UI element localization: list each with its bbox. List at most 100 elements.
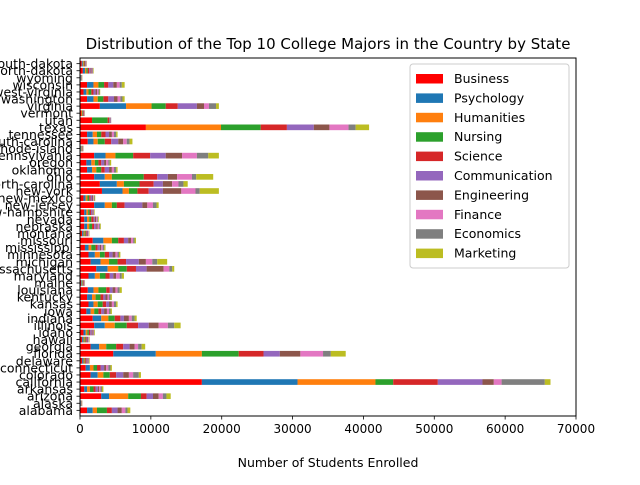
bar-economics-colorado xyxy=(133,372,139,378)
bar-economics-california xyxy=(502,379,545,385)
bar-nursing-texas xyxy=(221,125,261,131)
bar-marketing-pennsylvania xyxy=(208,153,219,159)
bar-science-hawaii xyxy=(86,337,87,343)
bar-humanities-missouri xyxy=(103,238,112,244)
bar-finance-texas xyxy=(329,125,348,131)
bar-communication-maryland xyxy=(110,273,114,279)
bar-finance-massachusetts xyxy=(164,266,170,272)
bar-humanities-iowa xyxy=(91,308,95,314)
bar-business-new-mexico xyxy=(80,195,84,201)
bar-psychology-montana xyxy=(82,231,83,237)
bar-humanities-oregon xyxy=(91,160,95,166)
bar-psychology-new-hampshire xyxy=(84,209,86,215)
bar-nursing-florida xyxy=(202,351,239,357)
bar-business-minnesota xyxy=(80,252,89,258)
legend-swatch-psychology xyxy=(416,93,443,103)
bar-communication-iowa xyxy=(101,308,104,314)
bar-engineering-arizona xyxy=(153,393,159,399)
bar-finance-north-carolina xyxy=(172,181,178,187)
bar-nursing-kentucky xyxy=(96,294,101,300)
bar-humanities-massachusetts xyxy=(108,266,119,272)
bar-nursing-arkansas xyxy=(90,386,94,392)
bar-business-indiana xyxy=(80,316,93,322)
bar-business-new-jersey xyxy=(80,202,94,208)
bar-science-north-dakota xyxy=(88,68,89,74)
bar-nursing-oregon xyxy=(95,160,99,166)
bar-economics-utah xyxy=(110,117,111,123)
bar-nursing-new-mexico xyxy=(87,195,89,201)
bar-communication-hawaii xyxy=(87,337,88,343)
bar-marketing-arizona xyxy=(166,393,170,399)
bar-humanities-vermont xyxy=(81,110,82,116)
bar-science-new-york xyxy=(137,188,148,194)
bar-psychology-delaware xyxy=(82,358,83,364)
bar-marketing-south-carolina xyxy=(130,139,133,145)
bar-economics-delaware xyxy=(89,358,90,364)
bar-marketing-new-mexico xyxy=(95,195,96,201)
bar-science-indiana xyxy=(115,316,121,322)
bar-science-nevada xyxy=(91,216,93,222)
legend-label-humanities: Humanities xyxy=(454,110,525,125)
bar-psychology-louisiana xyxy=(88,287,94,293)
bar-business-wisconsin xyxy=(80,82,87,88)
bar-marketing-connecticut xyxy=(110,365,111,371)
bar-psychology-california xyxy=(202,379,298,385)
bar-engineering-maryland xyxy=(113,273,116,279)
bar-nursing-iowa xyxy=(94,308,98,314)
legend-swatch-science xyxy=(416,152,443,162)
bar-science-utah xyxy=(108,117,109,123)
bar-psychology-colorado xyxy=(91,372,98,378)
x-tick-label: 10000 xyxy=(132,422,170,436)
bar-humanities-colorado xyxy=(98,372,104,378)
bar-finance-new-mexico xyxy=(93,195,94,201)
bar-economics-arkansas xyxy=(101,386,102,392)
bar-science-illinois xyxy=(127,323,138,329)
bar-humanities-pennsylvania xyxy=(106,153,116,159)
bar-communication-michigan xyxy=(126,259,139,265)
bar-finance-hawaii xyxy=(88,337,89,343)
bar-communication-virginia xyxy=(178,103,197,109)
bar-psychology-massachusetts xyxy=(96,266,107,272)
bar-nursing-connecticut xyxy=(93,365,97,371)
bar-economics-kentucky xyxy=(109,294,110,300)
bar-economics-hawaii xyxy=(89,337,90,343)
bar-engineering-west-virginia xyxy=(96,89,97,95)
bar-economics-texas xyxy=(349,125,356,131)
bar-finance-new-jersey xyxy=(147,202,153,208)
x-axis-label: Number of Students Enrolled xyxy=(238,455,419,470)
bar-science-texas xyxy=(261,125,287,131)
bar-business-alabama xyxy=(80,408,87,414)
bar-economics-georgia xyxy=(138,344,142,350)
bar-nursing-colorado xyxy=(103,372,109,378)
x-tick-label: 40000 xyxy=(344,422,382,436)
bar-marketing-michigan xyxy=(157,259,167,265)
bar-communication-new-mexico xyxy=(91,195,92,201)
bar-finance-alabama xyxy=(122,408,126,414)
bar-psychology-indiana xyxy=(93,316,102,322)
bar-communication-florida xyxy=(264,351,280,357)
bar-science-arkansas xyxy=(93,386,95,392)
legend-label-economics: Economics xyxy=(454,226,521,241)
bar-business-south-carolina xyxy=(80,139,88,145)
bar-nursing-montana xyxy=(85,231,86,237)
bar-communication-new-jersey xyxy=(125,202,143,208)
bar-engineering-minnesota xyxy=(113,252,116,258)
bar-marketing-arkansas xyxy=(102,386,103,392)
legend-label-nursing: Nursing xyxy=(454,129,502,144)
bar-psychology-west-virginia xyxy=(84,89,87,95)
bar-communication-south-carolina xyxy=(111,139,118,145)
bar-science-wisconsin xyxy=(104,82,108,88)
bar-engineering-texas xyxy=(314,125,330,131)
bar-marketing-mississippi xyxy=(104,245,105,251)
bar-finance-florida xyxy=(300,351,323,357)
bar-marketing-oregon xyxy=(110,160,111,166)
bar-psychology-tennessee xyxy=(87,132,93,138)
bar-science-oregon xyxy=(98,160,101,166)
bar-engineering-georgia xyxy=(130,344,135,350)
bar-nursing-tennessee xyxy=(97,132,101,138)
bar-science-arizona xyxy=(141,393,147,399)
bar-business-louisiana xyxy=(80,287,88,293)
bar-finance-south-carolina xyxy=(123,139,127,145)
bar-economics-illinois xyxy=(168,323,174,329)
bar-engineering-missouri xyxy=(128,238,131,244)
